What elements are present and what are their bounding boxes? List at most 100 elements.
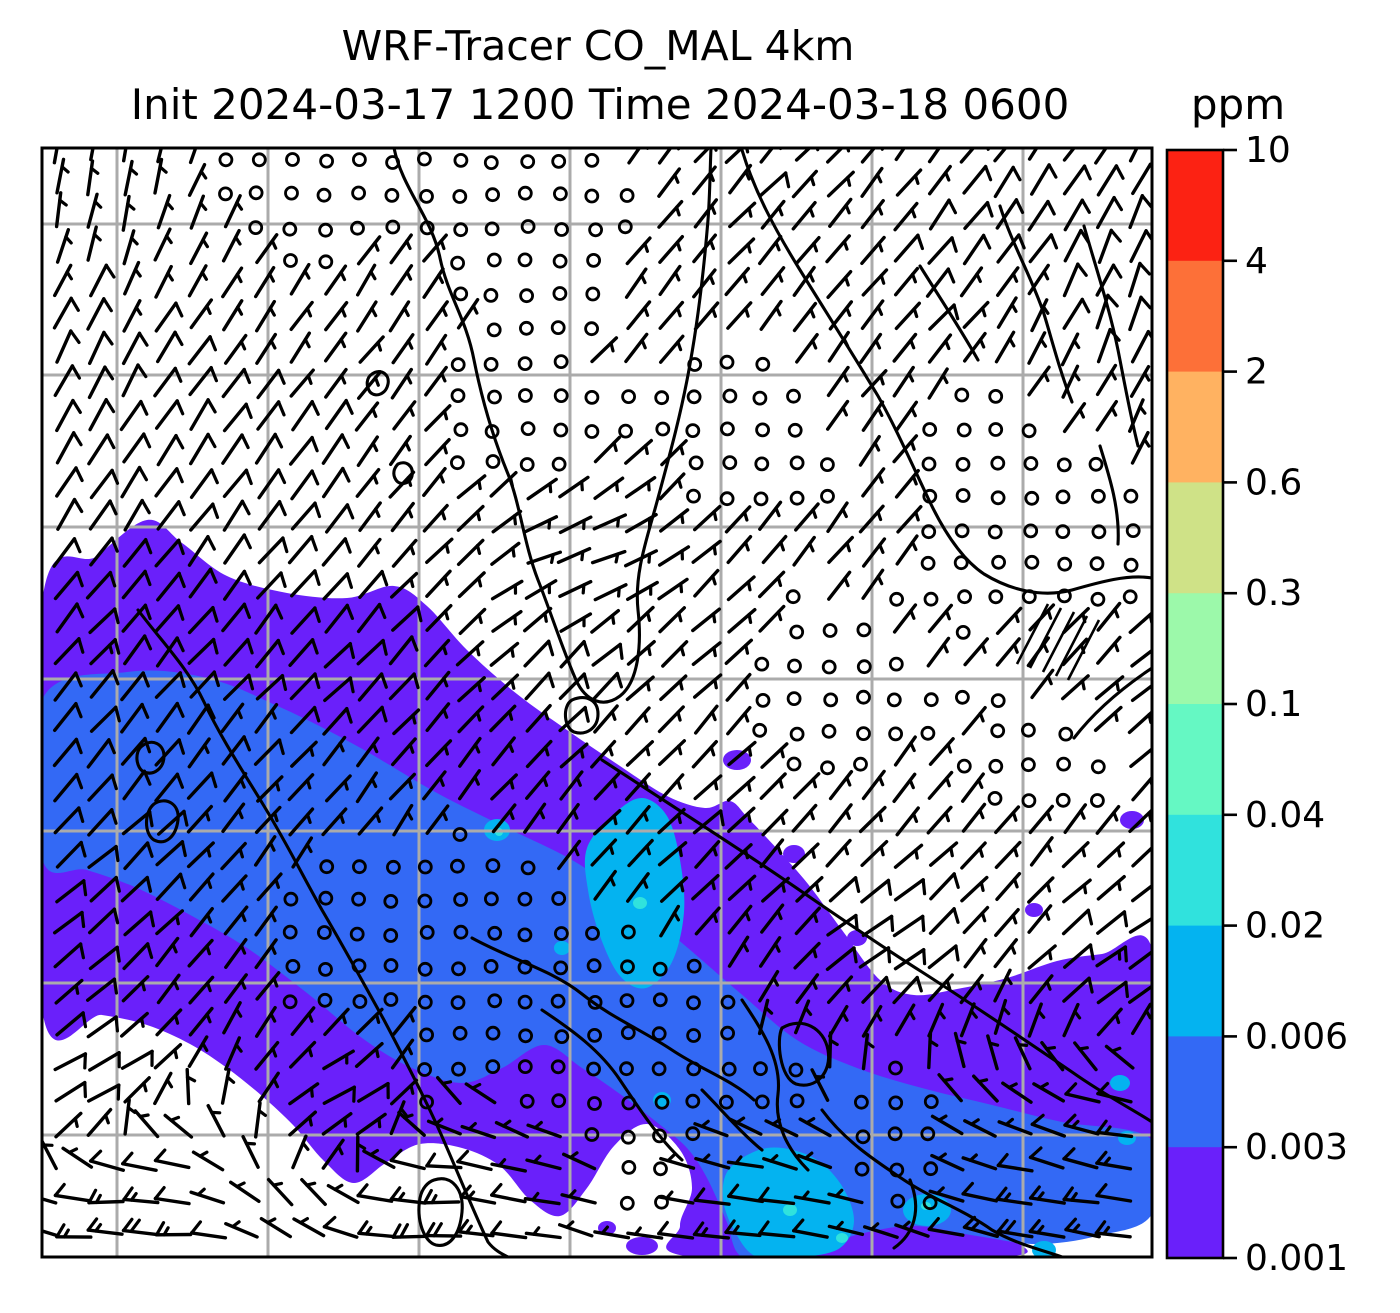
calm-wind-circle — [990, 723, 1006, 739]
wind-barb — [456, 504, 485, 532]
wind-barb — [1127, 261, 1152, 298]
wind-barb — [861, 975, 893, 1004]
wind-barb — [993, 148, 1024, 163]
wind-barb — [659, 904, 681, 938]
wind-barb — [89, 148, 95, 162]
plume-spot — [1118, 1131, 1136, 1145]
wind-barb — [357, 1081, 390, 1103]
wind-barb — [927, 148, 950, 164]
map-plot — [40, 146, 1154, 1259]
calm-wind-circle — [786, 756, 802, 772]
calm-wind-circle — [485, 1025, 501, 1041]
wind-barb — [121, 194, 136, 232]
wind-barb — [122, 538, 153, 568]
wind-barb — [825, 234, 851, 264]
wind-barb — [994, 908, 1020, 937]
wind-barb — [388, 635, 419, 666]
wind-barb — [759, 299, 783, 331]
calm-wind-circle — [519, 457, 535, 472]
calm-wind-circle — [856, 689, 871, 705]
calm-wind-circle — [453, 924, 469, 940]
wind-barb — [960, 841, 987, 870]
calm-wind-circle — [553, 186, 568, 202]
wind-barb — [354, 1042, 384, 1068]
wind-barb — [425, 569, 452, 598]
wind-barb — [256, 571, 287, 600]
wind-barb — [324, 367, 348, 399]
wind-barb — [1096, 875, 1126, 901]
calm-wind-circle — [385, 155, 401, 170]
wind-barb — [959, 1002, 978, 1038]
calm-wind-circle — [485, 454, 501, 469]
wind-barb — [389, 1148, 426, 1171]
wind-barb — [826, 399, 850, 431]
wind-barb — [927, 1216, 965, 1237]
calm-wind-circle — [450, 255, 466, 271]
wind-barb — [559, 770, 584, 801]
wind-barb — [356, 435, 379, 467]
wind-barb — [963, 1118, 997, 1138]
wind-barb — [792, 535, 816, 567]
calm-wind-circle — [587, 1028, 602, 1043]
wind-barb — [993, 165, 1022, 199]
wind-barb — [154, 467, 184, 498]
wind-barb — [123, 841, 154, 871]
wind-barb — [188, 365, 218, 397]
wind-barb — [625, 740, 654, 767]
colorbar-tick-label: 10 — [1245, 130, 1291, 171]
calm-wind-circle — [619, 1195, 635, 1211]
wind-barb — [221, 266, 244, 299]
calm-wind-circle — [921, 456, 937, 472]
wind-barb — [220, 1068, 236, 1105]
wind-barb — [995, 872, 1022, 901]
wind-barb — [761, 876, 790, 903]
wind-barb — [358, 335, 385, 364]
wind-barb — [1027, 199, 1056, 232]
wind-barb — [289, 368, 315, 398]
wind-barb — [523, 802, 547, 834]
wind-barb — [388, 470, 416, 499]
calm-wind-circle — [755, 693, 771, 708]
wind-barb — [52, 263, 73, 298]
calm-wind-circle — [621, 924, 636, 940]
wind-barb — [154, 671, 186, 699]
wind-barb — [189, 502, 220, 532]
wind-barb — [927, 944, 960, 970]
wind-barb — [356, 300, 378, 333]
calm-wind-circle — [789, 726, 805, 742]
wind-barb — [758, 1186, 796, 1206]
wind-barb — [726, 535, 753, 565]
wind-barb — [88, 907, 120, 935]
wind-barb — [993, 968, 1013, 1003]
wind-barb — [757, 998, 774, 1036]
wind-barb — [187, 264, 208, 298]
wind-barb — [255, 233, 279, 265]
wind-barb — [1063, 1113, 1100, 1136]
wind-barb — [828, 1031, 839, 1069]
wind-barb — [290, 469, 320, 501]
wind-barb — [860, 299, 885, 331]
calm-wind-circle — [519, 1093, 535, 1109]
coastline-path — [740, 998, 810, 1172]
wind-barb — [1027, 331, 1048, 365]
colorbar-segment — [1167, 150, 1223, 262]
wind-barb — [355, 468, 381, 498]
wind-barb — [624, 513, 658, 534]
wind-barb — [221, 802, 246, 833]
wind-barb — [436, 1076, 462, 1105]
wind-barb — [458, 769, 481, 801]
calm-wind-circle — [921, 524, 937, 540]
wind-barb — [1062, 878, 1092, 904]
wind-barb — [389, 1100, 408, 1136]
calm-wind-circle — [888, 1060, 903, 1076]
calm-wind-circle — [955, 456, 971, 472]
wind-barb — [287, 773, 315, 802]
wind-barb — [927, 236, 958, 265]
wind-barb — [826, 269, 853, 300]
wind-barb — [455, 640, 485, 667]
calm-wind-circle — [955, 488, 971, 503]
wind-barb — [290, 740, 318, 768]
calm-wind-circle — [789, 490, 805, 506]
calm-wind-circle — [416, 151, 432, 167]
wind-barb — [357, 1220, 395, 1239]
